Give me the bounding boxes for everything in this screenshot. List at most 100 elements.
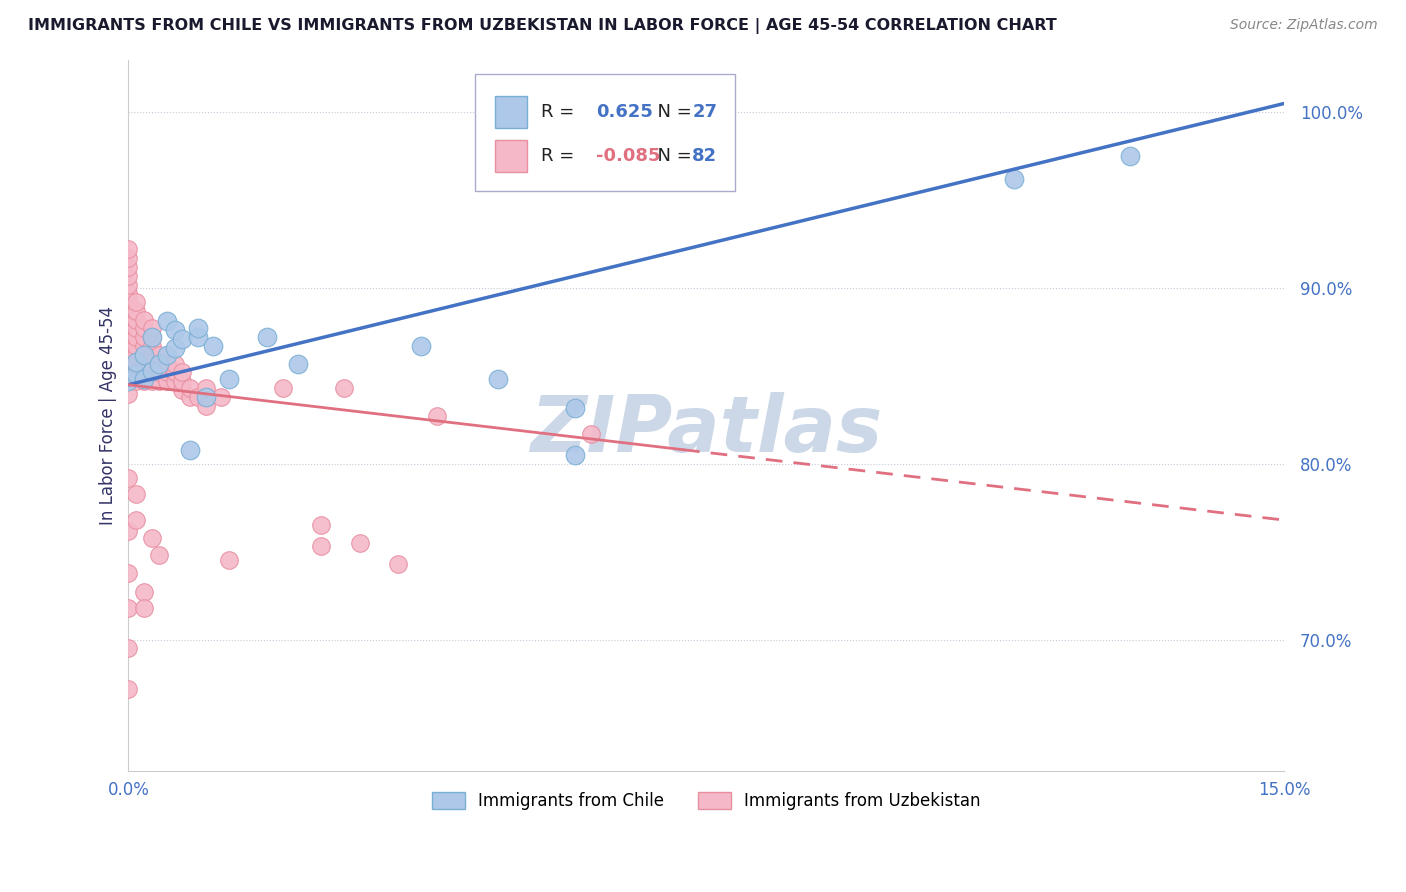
Point: [117, 348, 139, 362]
Y-axis label: In Labor Force | Age 45-54: In Labor Force | Age 45-54: [100, 306, 117, 525]
Point: [163, 366, 186, 380]
Text: 27: 27: [692, 103, 717, 120]
Point: [132, 312, 155, 326]
Point: [1002, 172, 1025, 186]
Point: [125, 348, 148, 362]
Point: [117, 330, 139, 344]
Point: [132, 585, 155, 599]
Point: [148, 374, 170, 388]
Point: [148, 348, 170, 362]
Point: [486, 372, 509, 386]
Point: [125, 357, 148, 371]
Point: [148, 357, 170, 371]
Point: [125, 355, 148, 369]
Point: [117, 339, 139, 353]
Point: [309, 518, 332, 533]
Point: [125, 330, 148, 344]
Point: [132, 348, 155, 362]
Point: [117, 366, 139, 380]
Point: [187, 330, 209, 344]
Point: [125, 295, 148, 310]
Point: [132, 374, 155, 388]
Point: [172, 366, 194, 380]
Point: [132, 372, 155, 386]
Point: [141, 531, 163, 545]
FancyBboxPatch shape: [475, 74, 735, 191]
Point: [148, 366, 170, 380]
Point: [349, 536, 371, 550]
Point: [179, 381, 201, 395]
Point: [117, 374, 139, 388]
Point: [156, 357, 179, 371]
Point: [194, 381, 217, 395]
Point: [117, 251, 139, 265]
Point: [132, 366, 155, 380]
Point: [125, 486, 148, 500]
Point: [141, 348, 163, 362]
Point: [564, 448, 586, 462]
Point: [218, 553, 240, 567]
Text: R =: R =: [541, 103, 579, 120]
Point: [156, 374, 179, 388]
Point: [564, 401, 586, 415]
Point: [141, 321, 163, 335]
Point: [156, 348, 179, 362]
Point: [271, 381, 294, 395]
Point: [179, 442, 201, 457]
Point: [141, 330, 163, 344]
Point: [117, 524, 139, 538]
Point: [125, 321, 148, 335]
Point: [202, 339, 225, 353]
Point: [156, 314, 179, 328]
Point: [125, 366, 148, 380]
Point: [141, 374, 163, 388]
Point: [333, 381, 356, 395]
Point: [132, 348, 155, 362]
Point: [125, 312, 148, 326]
FancyBboxPatch shape: [495, 140, 527, 171]
Point: [163, 341, 186, 355]
Point: [141, 357, 163, 371]
Point: [309, 540, 332, 554]
Point: [117, 304, 139, 318]
Point: [117, 681, 139, 696]
FancyBboxPatch shape: [495, 95, 527, 128]
Point: [117, 357, 139, 371]
Point: [172, 374, 194, 388]
Point: [148, 548, 170, 562]
Point: [579, 426, 602, 441]
Point: [117, 312, 139, 326]
Point: [132, 330, 155, 344]
Point: [125, 367, 148, 381]
Text: IMMIGRANTS FROM CHILE VS IMMIGRANTS FROM UZBEKISTAN IN LABOR FORCE | AGE 45-54 C: IMMIGRANTS FROM CHILE VS IMMIGRANTS FROM…: [28, 18, 1057, 34]
Point: [117, 268, 139, 283]
Point: [117, 243, 139, 257]
Point: [132, 357, 155, 371]
Point: [209, 390, 232, 404]
Point: [163, 374, 186, 388]
Text: N =: N =: [647, 103, 697, 120]
Point: [426, 409, 449, 424]
Point: [117, 566, 139, 580]
Point: [387, 557, 409, 571]
Point: [125, 304, 148, 318]
Point: [117, 277, 139, 292]
Point: [179, 390, 201, 404]
Point: [172, 383, 194, 397]
Point: [256, 330, 278, 344]
Point: [141, 366, 163, 380]
Text: 0.625: 0.625: [596, 103, 654, 120]
Point: [141, 339, 163, 353]
Point: [141, 364, 163, 378]
Point: [163, 323, 186, 337]
Text: -0.085: -0.085: [596, 146, 661, 165]
Point: [125, 513, 148, 527]
Point: [411, 339, 433, 353]
Point: [163, 357, 186, 371]
Text: 82: 82: [692, 146, 717, 165]
Point: [117, 321, 139, 335]
Point: [117, 295, 139, 310]
Point: [117, 641, 139, 656]
Legend: Immigrants from Chile, Immigrants from Uzbekistan: Immigrants from Chile, Immigrants from U…: [425, 785, 987, 816]
Point: [117, 286, 139, 301]
